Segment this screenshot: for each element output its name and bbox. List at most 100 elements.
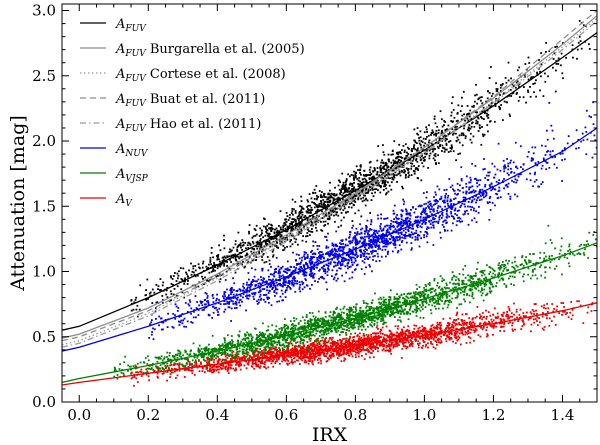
scatter-point-av <box>265 352 267 354</box>
scatter-point-av <box>323 354 326 357</box>
scatter-point-avsp <box>533 253 535 255</box>
scatter-point-avsp <box>327 322 329 325</box>
scatter-point-av <box>313 341 315 344</box>
scatter-point-avsp <box>148 367 151 370</box>
scatter-point-avsp <box>475 284 478 287</box>
scatter-point-avsp <box>309 326 312 328</box>
scatter-point-avsp <box>281 339 284 342</box>
scatter-point-avsp <box>405 295 408 298</box>
scatter-point-anuv <box>256 300 258 303</box>
scatter-point-avsp <box>340 317 343 319</box>
scatter-point-avsp <box>441 294 444 296</box>
scatter-point-avsp <box>380 318 382 320</box>
scatter-point-av <box>334 350 337 353</box>
scatter-point-anuv <box>405 231 407 234</box>
scatter-point-av <box>385 338 388 340</box>
scatter-point-av <box>548 317 551 320</box>
scatter-point-avsp <box>510 283 513 285</box>
scatter-point-av <box>459 343 462 346</box>
scatter-point-av <box>318 342 321 345</box>
scatter-point-anuv <box>382 227 385 230</box>
scatter-point-avsp <box>290 323 293 326</box>
scatter-point-av <box>356 343 358 346</box>
scatter-point-anuv <box>296 280 299 282</box>
scatter-point-anuv <box>278 268 281 271</box>
scatter-point-av <box>307 362 310 365</box>
scatter-point-anuv <box>497 182 500 184</box>
scatter-point-av <box>230 359 232 362</box>
scatter-point-avsp <box>231 357 234 359</box>
scatter-point-av <box>305 361 308 364</box>
scatter-point-avsp <box>203 359 206 362</box>
scatter-point-av <box>418 326 421 329</box>
scatter-point-avsp <box>495 285 497 287</box>
scatter-point-avsp <box>266 341 269 343</box>
scatter-point-av <box>375 344 378 346</box>
scatter-point-anuv <box>246 287 249 290</box>
scatter-point-av <box>301 355 304 358</box>
scatter-point-av <box>398 336 401 339</box>
scatter-point-av <box>533 303 536 305</box>
scatter-point-av <box>497 315 499 318</box>
scatter-point-av <box>470 328 473 331</box>
scatter-point-av <box>320 362 322 365</box>
scatter-point-av <box>232 350 235 353</box>
scatter-point-avsp <box>341 318 344 321</box>
scatter-point-avsp <box>123 374 125 377</box>
scatter-point-avsp <box>332 312 335 315</box>
scatter-point-av <box>468 317 471 319</box>
scatter-point-avsp <box>264 333 267 336</box>
scatter-point-av <box>311 361 313 364</box>
scatter-point-avsp <box>439 275 442 277</box>
scatter-point-av <box>274 360 277 363</box>
scatter-point-avsp <box>336 306 338 309</box>
scatter-point-av <box>279 352 282 354</box>
scatter-point-av <box>344 342 347 345</box>
scatter-point-anuv <box>486 201 489 204</box>
scatter-point-avsp <box>362 324 365 326</box>
scatter-point-av <box>390 338 392 341</box>
scatter-point-avsp <box>395 308 398 310</box>
scatter-point-av <box>311 357 313 360</box>
scatter-point-av <box>396 342 399 345</box>
scatter-point-av <box>371 346 373 349</box>
scatter-point-anuv <box>540 183 543 185</box>
scatter-point-avsp <box>481 274 483 277</box>
scatter-point-av <box>447 324 450 326</box>
scatter-point-anuv <box>402 222 405 225</box>
scatter-point-av <box>292 349 295 352</box>
scatter-point-av <box>400 357 403 359</box>
scatter-point-av <box>381 340 384 342</box>
scatter-point-avsp <box>308 347 310 349</box>
scatter-point-av <box>311 349 314 351</box>
scatter-point-av <box>503 311 505 314</box>
scatter-point-avsp <box>229 341 232 343</box>
scatter-point-avsp <box>428 282 431 284</box>
scatter-point-avsp <box>462 268 464 271</box>
scatter-point-avsp <box>386 312 389 315</box>
scatter-point-avsp <box>310 321 312 324</box>
scatter-point-av <box>423 326 426 329</box>
scatter-point-avsp <box>237 341 240 344</box>
scatter-point-av <box>377 332 380 335</box>
scatter-point-anuv <box>588 115 591 118</box>
scatter-point-av <box>309 352 311 355</box>
scatter-point-av <box>178 369 181 372</box>
scatter-point-av <box>462 324 465 326</box>
scatter-point-av <box>404 334 407 336</box>
scatter-point-avsp <box>357 319 360 322</box>
scatter-point-anuv <box>401 236 403 239</box>
scatter-point-avsp <box>375 317 378 320</box>
scatter-point-av <box>271 360 273 363</box>
scatter-point-av <box>365 344 368 347</box>
scatter-point-avsp <box>184 351 187 354</box>
scatter-point-anuv <box>369 235 372 238</box>
scatter-point-avsp <box>285 341 288 344</box>
scatter-point-avsp <box>371 299 374 302</box>
scatter-point-av <box>427 346 429 349</box>
scatter-point-avsp <box>307 327 309 329</box>
scatter-point-av <box>169 376 171 378</box>
scatter-point-av <box>372 337 375 340</box>
scatter-point-av <box>349 347 352 350</box>
scatter-point-avsp <box>438 303 441 305</box>
